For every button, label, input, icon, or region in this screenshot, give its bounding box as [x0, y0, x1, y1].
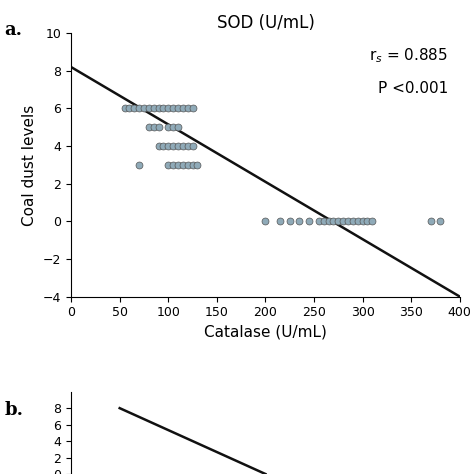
Text: P <0.001: P <0.001 — [378, 81, 448, 96]
Point — [349, 218, 356, 225]
Point — [189, 105, 196, 112]
Point — [179, 161, 187, 169]
Point — [179, 142, 187, 150]
Point — [150, 105, 157, 112]
Point — [126, 105, 133, 112]
Point — [329, 218, 337, 225]
Title: SOD (U/mL): SOD (U/mL) — [217, 14, 314, 32]
Point — [169, 161, 177, 169]
Point — [140, 105, 148, 112]
Point — [364, 218, 371, 225]
Text: r$_s$ = 0.885: r$_s$ = 0.885 — [369, 46, 448, 65]
Point — [135, 105, 143, 112]
Point — [164, 142, 172, 150]
Point — [184, 105, 191, 112]
Point — [130, 105, 138, 112]
Point — [174, 142, 182, 150]
Point — [135, 161, 143, 169]
Point — [164, 161, 172, 169]
Point — [179, 105, 187, 112]
Point — [325, 218, 332, 225]
Point — [344, 218, 352, 225]
Point — [437, 218, 444, 225]
Text: a.: a. — [5, 21, 23, 39]
Point — [169, 142, 177, 150]
Point — [164, 105, 172, 112]
Point — [160, 105, 167, 112]
Point — [155, 123, 162, 131]
Point — [335, 218, 342, 225]
Point — [150, 123, 157, 131]
Point — [174, 105, 182, 112]
Point — [193, 161, 201, 169]
Point — [276, 218, 284, 225]
Point — [155, 105, 162, 112]
Point — [164, 123, 172, 131]
Point — [189, 161, 196, 169]
Y-axis label: Coal dust levels: Coal dust levels — [22, 104, 37, 226]
Text: b.: b. — [5, 401, 24, 419]
Point — [339, 218, 347, 225]
Point — [359, 218, 366, 225]
Point — [189, 142, 196, 150]
Point — [262, 218, 269, 225]
Point — [160, 142, 167, 150]
Point — [305, 218, 313, 225]
Point — [169, 123, 177, 131]
Point — [354, 218, 362, 225]
Point — [286, 218, 293, 225]
Point — [296, 218, 303, 225]
Point — [121, 105, 128, 112]
Point — [184, 161, 191, 169]
Point — [145, 105, 153, 112]
Point — [427, 218, 434, 225]
Point — [184, 142, 191, 150]
Point — [169, 105, 177, 112]
Point — [155, 142, 162, 150]
Point — [315, 218, 323, 225]
Point — [145, 123, 153, 131]
Point — [320, 218, 328, 225]
X-axis label: Catalase (U/mL): Catalase (U/mL) — [204, 325, 327, 340]
Point — [174, 161, 182, 169]
Point — [174, 123, 182, 131]
Point — [369, 218, 376, 225]
